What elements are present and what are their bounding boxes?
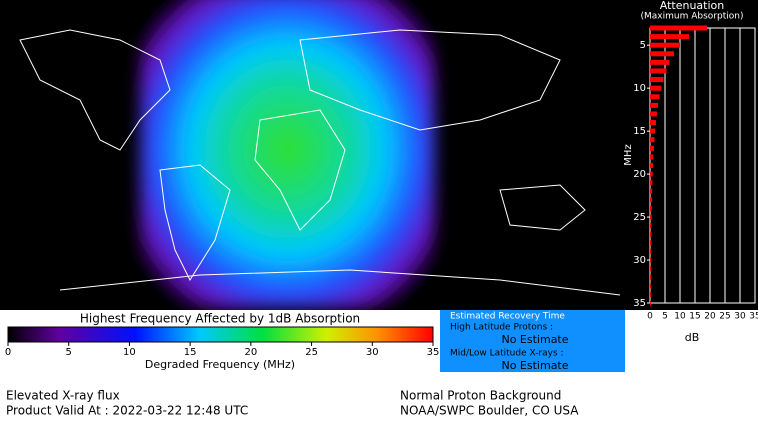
bar — [650, 240, 652, 246]
chart-title: Attenuation — [660, 0, 725, 12]
x-tick-label: 25 — [719, 312, 730, 322]
recovery-box — [440, 310, 625, 372]
coastlines — [19, 29, 621, 296]
attenuation-background — [625, 0, 758, 310]
recovery-low-label: Mid/Low Latitude X-rays : — [450, 349, 564, 359]
x-axis-label: dB — [685, 331, 700, 344]
bar — [650, 137, 655, 143]
footer-text: Product Valid At : 2022-03-22 12:48 UTC — [6, 404, 248, 418]
bar — [650, 223, 652, 229]
x-tick-label: 30 — [734, 312, 746, 322]
bar — [650, 171, 653, 177]
recovery-high-label: High Latitude Protons : — [450, 323, 553, 333]
y-tick-label: 5 — [640, 40, 646, 51]
footer-text: Elevated X-ray flux — [6, 389, 120, 403]
colorbar-tick-label: 10 — [123, 347, 136, 358]
bar — [650, 68, 667, 74]
y-tick-label: 20 — [633, 169, 646, 180]
bar — [650, 214, 652, 220]
bar — [650, 94, 660, 100]
bar — [650, 257, 652, 263]
y-tick-label: 15 — [633, 126, 646, 137]
bar — [650, 188, 653, 194]
recovery-low-value: No Estimate — [501, 359, 568, 372]
bar — [650, 266, 652, 272]
colorbar-tick-label: 35 — [427, 347, 440, 358]
y-tick-label: 35 — [633, 298, 646, 309]
bar — [650, 42, 680, 48]
y-tick-label: 30 — [633, 255, 646, 266]
colorbar-title: Highest Frequency Affected by 1dB Absorp… — [80, 312, 360, 326]
recovery-high-value: No Estimate — [501, 333, 568, 346]
bar — [650, 180, 653, 186]
colorbar-tick-label: 0 — [5, 347, 11, 358]
bar — [650, 34, 689, 40]
footer-text: NOAA/SWPC Boulder, CO USA — [400, 404, 579, 418]
x-tick-label: 20 — [704, 312, 716, 322]
bar — [650, 77, 664, 83]
bar — [650, 154, 654, 160]
bar — [650, 274, 652, 280]
colorbar — [7, 326, 434, 343]
colorbar-tick-label: 20 — [244, 347, 257, 358]
bar — [650, 51, 674, 57]
y-axis-label: MHz — [623, 144, 634, 165]
bar — [650, 25, 707, 31]
x-tick-label: 15 — [689, 312, 700, 322]
absorption-region — [140, 0, 435, 308]
x-tick-label: 35 — [749, 312, 758, 322]
bar — [650, 205, 652, 211]
bar — [650, 145, 654, 151]
y-tick-label: 10 — [633, 83, 646, 94]
bar — [650, 248, 652, 254]
bar — [650, 102, 659, 108]
colorbar-tick-label: 15 — [184, 347, 197, 358]
colorbar-tick-label: 30 — [366, 347, 379, 358]
bar — [650, 85, 662, 91]
bar — [650, 120, 656, 126]
colorbar-label: Degraded Frequency (MHz) — [145, 358, 295, 371]
x-tick-label: 5 — [662, 312, 668, 322]
recovery-title: Estimated Recovery Time — [450, 312, 565, 322]
colorbar-tick-label: 25 — [305, 347, 318, 358]
bar — [650, 111, 657, 117]
bar — [650, 163, 653, 168]
bar — [650, 128, 656, 134]
bar — [650, 59, 670, 65]
y-tick-label: 25 — [633, 212, 646, 223]
colorbar-tick-label: 5 — [66, 347, 72, 358]
x-tick-label: 0 — [647, 312, 653, 322]
bar — [650, 291, 651, 297]
bar — [650, 300, 651, 306]
attenuation-axis-background — [625, 310, 758, 372]
bar — [650, 283, 651, 289]
chart-subtitle: (Maximum Absorption) — [641, 12, 744, 22]
x-tick-label: 10 — [674, 312, 686, 322]
footer-text: Normal Proton Background — [400, 389, 561, 403]
bar — [650, 231, 652, 237]
bar — [650, 197, 653, 203]
